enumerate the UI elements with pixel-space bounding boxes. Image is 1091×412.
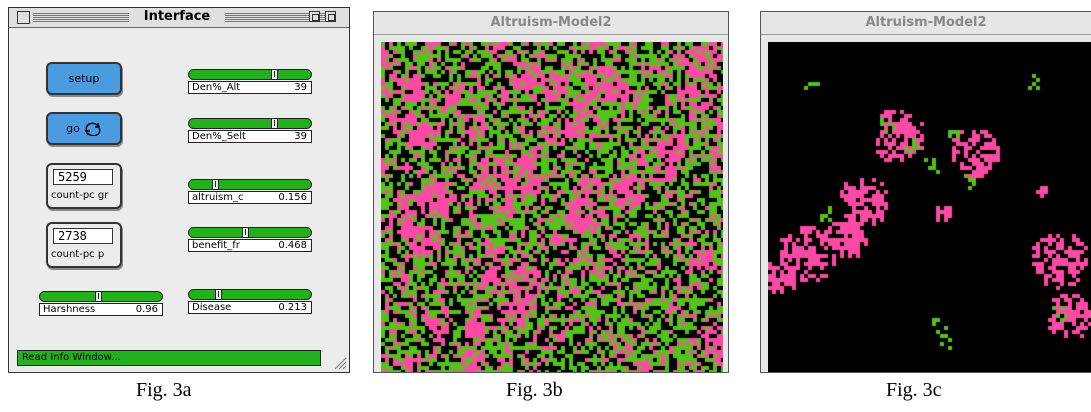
monitor-count-green: 5259 count-pc gr — [46, 163, 122, 209]
slider-readout: Den%_Selt 39 — [188, 130, 312, 143]
slider-track[interactable] — [188, 69, 312, 80]
slider-value: 0.96 — [135, 304, 158, 315]
slider-thumb[interactable] — [215, 290, 222, 299]
go-button[interactable]: go — [46, 112, 122, 145]
slider-name: Disease — [192, 302, 232, 313]
monitor-count-pink: 2738 count-pc p — [46, 222, 122, 268]
slider-name: Harshness — [43, 304, 96, 315]
slider-readout: benefit_fr 0.468 — [188, 239, 312, 252]
slider-readout: Harshness 0.96 — [39, 303, 163, 316]
forever-loop-icon — [84, 122, 101, 136]
slider-readout: Disease 0.213 — [188, 301, 312, 314]
slider-harshness[interactable]: Harshness 0.96 — [39, 291, 165, 317]
model-window-3b: Altruism-Model2 — [373, 11, 729, 373]
slider-name: benefit_fr — [192, 240, 240, 251]
zoom-box-icon[interactable] — [325, 11, 336, 22]
slider-value: 0.468 — [278, 240, 307, 251]
monitor-label: count-pc gr — [51, 190, 109, 201]
slider-benefit[interactable]: benefit_fr 0.468 — [188, 227, 314, 253]
patch-grid-view[interactable] — [381, 42, 723, 372]
slider-value: 0.156 — [278, 192, 307, 203]
slider-value: 39 — [294, 82, 307, 93]
slider-den-selt[interactable]: Den%_Selt 39 — [188, 118, 314, 144]
model-window-3c: Altruism-Model2 — [760, 11, 1091, 373]
patch-grid-view[interactable] — [768, 42, 1091, 372]
caption-fig-3b: Fig. 3b — [506, 379, 563, 401]
setup-button-label: setup — [68, 72, 100, 85]
slider-thumb[interactable] — [212, 180, 219, 189]
slider-den-alt[interactable]: Den%_Alt 39 — [188, 69, 314, 95]
setup-button[interactable]: setup — [46, 62, 122, 95]
slider-thumb[interactable] — [95, 292, 102, 301]
interface-title: Interface — [129, 9, 225, 24]
monitor-value: 2738 — [53, 228, 113, 244]
slider-name: altruism_c — [192, 192, 244, 203]
interface-titlebar: Interface — [9, 8, 349, 28]
caption-fig-3c: Fig. 3c — [886, 379, 942, 401]
slider-thumb[interactable] — [271, 70, 278, 79]
interface-window: Interface setup go 5259 count-pc gr 2738… — [8, 7, 350, 373]
info-window-bar[interactable]: Read Info Window... — [17, 350, 321, 366]
caption-fig-3a: Fig. 3a — [136, 379, 192, 401]
slider-thumb[interactable] — [271, 119, 278, 128]
slider-value: 39 — [294, 131, 307, 142]
resize-grip-icon[interactable] — [333, 356, 347, 370]
slider-track[interactable] — [188, 227, 312, 238]
slider-track[interactable] — [188, 118, 312, 129]
slider-value: 0.213 — [278, 302, 307, 313]
model-window-title: Altruism-Model2 — [761, 12, 1091, 35]
close-box-icon[interactable] — [17, 11, 30, 24]
monitor-value: 5259 — [53, 169, 113, 185]
go-button-label: go — [66, 122, 80, 135]
slider-track[interactable] — [188, 289, 312, 300]
slider-altruism-cost[interactable]: altruism_c 0.156 — [188, 179, 314, 205]
monitor-label: count-pc p — [51, 249, 105, 260]
slider-name: Den%_Alt — [192, 82, 241, 93]
slider-track[interactable] — [188, 179, 312, 190]
slider-disease[interactable]: Disease 0.213 — [188, 289, 314, 315]
slider-name: Den%_Selt — [192, 131, 246, 142]
collapse-box-icon[interactable] — [309, 11, 320, 22]
slider-readout: altruism_c 0.156 — [188, 191, 312, 204]
slider-thumb[interactable] — [242, 228, 249, 237]
model-window-title: Altruism-Model2 — [374, 12, 728, 35]
slider-readout: Den%_Alt 39 — [188, 81, 312, 94]
